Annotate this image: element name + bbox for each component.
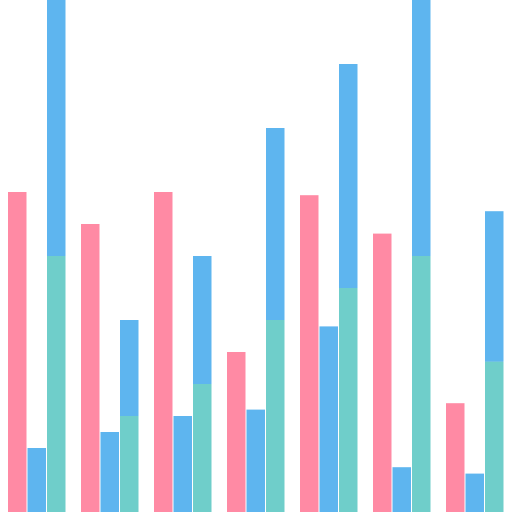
bar-pink-7: [446, 403, 465, 512]
bar-blue-stack-top-2: [120, 320, 139, 416]
bar-blue-stack-top-6: [412, 0, 431, 256]
bar-blue-1: [27, 448, 46, 512]
bar-blue-stack-top-4: [266, 128, 285, 320]
bar-pink-6: [373, 233, 392, 512]
bar-pink-3: [154, 192, 173, 512]
bar-pink-5: [300, 195, 319, 512]
bar-blue-4: [246, 409, 265, 512]
bar-pink-4: [227, 352, 246, 512]
bars-layer: [8, 0, 504, 512]
bar-blue-6: [392, 467, 411, 512]
bar-teal-stack-base-2: [120, 416, 139, 512]
bar-blue-stack-top-3: [193, 256, 212, 384]
bar-teal-stack-base-5: [339, 288, 358, 512]
bar-teal-stack-base-3: [193, 384, 212, 512]
bar-pink-2: [81, 224, 100, 512]
bar-blue-stack-top-5: [339, 64, 358, 288]
bar-teal-stack-base-7: [485, 361, 504, 512]
bar-blue-stack-top-1: [47, 0, 66, 256]
bar-blue-2: [100, 432, 119, 512]
bar-teal-stack-base-1: [47, 256, 66, 512]
bar-teal-stack-base-6: [412, 256, 431, 512]
bar-pink-1: [8, 192, 27, 512]
bar-blue-3: [173, 416, 192, 512]
bar-blue-5: [319, 326, 338, 512]
bar-teal-stack-base-4: [266, 320, 285, 512]
bar-blue-7: [465, 473, 484, 512]
bar-blue-stack-top-7: [485, 211, 504, 362]
